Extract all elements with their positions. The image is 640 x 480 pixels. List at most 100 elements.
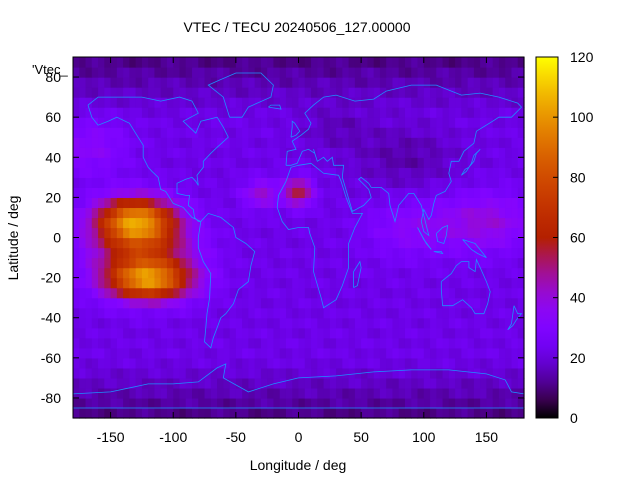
heatmap-cell [430, 297, 437, 309]
heatmap-cell [461, 77, 469, 88]
heatmap-cell [285, 287, 293, 299]
heatmap-cell [248, 387, 256, 399]
heatmap-cell [185, 177, 193, 188]
heatmap-cell [411, 177, 419, 188]
heatmap-cell [160, 307, 168, 319]
heatmap-cell [511, 247, 519, 259]
heatmap-cell [423, 307, 431, 319]
heatmap-cell [123, 247, 130, 259]
heatmap-cell [367, 217, 375, 229]
heatmap-cell [354, 87, 362, 98]
heatmap-cell [91, 247, 99, 259]
heatmap-cell [204, 197, 212, 209]
heatmap-cell [511, 277, 519, 289]
heatmap-cell [304, 87, 312, 98]
heatmap-cell [192, 57, 199, 68]
heatmap-cell [486, 87, 494, 98]
heatmap-cell [379, 347, 387, 359]
heatmap-cell [73, 377, 80, 389]
heatmap-cell [198, 57, 206, 68]
heatmap-cell [455, 77, 462, 88]
heatmap-cell [160, 377, 168, 389]
heatmap-cell [192, 297, 199, 309]
heatmap-cell [442, 347, 450, 359]
heatmap-cell [448, 297, 456, 309]
heatmap-cell [342, 247, 350, 259]
heatmap-cell [141, 387, 149, 399]
heatmap-cell [73, 147, 80, 158]
heatmap-cell [173, 277, 181, 289]
heatmap-cell [455, 357, 462, 369]
heatmap-cell [336, 137, 343, 148]
heatmap-cell [473, 97, 481, 108]
heatmap-cell [417, 257, 425, 269]
heatmap-cell [404, 357, 412, 369]
heatmap-cell [517, 297, 525, 309]
heatmap-cell [235, 57, 243, 68]
heatmap-cell [317, 107, 325, 118]
heatmap-cell [110, 267, 118, 279]
heatmap-cell [173, 97, 181, 108]
heatmap-cell [392, 127, 400, 138]
heatmap-cell [85, 197, 93, 209]
heatmap-cell [323, 277, 331, 289]
heatmap-cell [348, 247, 356, 259]
heatmap-cell [292, 207, 300, 219]
heatmap-cell [135, 307, 143, 319]
heatmap-cell [217, 67, 224, 78]
heatmap-cell [342, 307, 350, 319]
heatmap-cell [141, 167, 149, 178]
heatmap-cell [448, 77, 456, 88]
heatmap-cell [461, 157, 469, 168]
heatmap-cell [73, 217, 80, 229]
heatmap-cell [329, 217, 337, 229]
heatmap-cell [198, 197, 206, 209]
heatmap-cell [292, 187, 300, 198]
heatmap-cell [192, 307, 199, 319]
heatmap-cell [185, 127, 193, 138]
heatmap-cell [386, 147, 394, 158]
heatmap-cell [398, 157, 406, 168]
heatmap-cell [79, 287, 87, 299]
heatmap-cell [398, 187, 406, 198]
heatmap-cell [348, 357, 356, 369]
heatmap-cell [248, 127, 256, 138]
heatmap-cell [498, 227, 506, 239]
heatmap-cell [386, 387, 394, 399]
heatmap-cell [192, 197, 199, 209]
heatmap-cell [242, 57, 249, 68]
heatmap-cell [166, 367, 174, 379]
heatmap-cell [379, 77, 387, 88]
heatmap-cell [480, 307, 488, 319]
heatmap-cell [498, 347, 506, 359]
heatmap-cell [386, 77, 394, 88]
heatmap-cell [148, 227, 156, 239]
heatmap-cell [210, 297, 218, 309]
heatmap-cell [392, 217, 400, 229]
heatmap-cell [229, 77, 237, 88]
heatmap-cell [379, 267, 387, 279]
heatmap-cell [235, 157, 243, 168]
heatmap-cell [267, 387, 275, 399]
heatmap-cell [398, 347, 406, 359]
heatmap-cell [505, 237, 513, 249]
heatmap-cell [480, 87, 488, 98]
heatmap-cell [192, 227, 199, 239]
heatmap-cell [298, 317, 306, 329]
heatmap-cell [317, 257, 325, 269]
heatmap-cell [511, 147, 519, 158]
heatmap-cell [461, 117, 469, 128]
heatmap-cell [404, 157, 412, 168]
heatmap-cell [260, 67, 268, 78]
heatmap-cell [417, 87, 425, 98]
heatmap-cell [404, 347, 412, 359]
heatmap-cell [392, 187, 400, 198]
heatmap-cell [116, 177, 124, 188]
heatmap-cell [248, 277, 256, 289]
heatmap-cell [98, 217, 105, 229]
heatmap-cell [98, 257, 105, 269]
heatmap-cell [185, 217, 193, 229]
heatmap-cell [480, 327, 488, 339]
coastline [285, 84, 523, 237]
heatmap-cell [298, 117, 306, 128]
